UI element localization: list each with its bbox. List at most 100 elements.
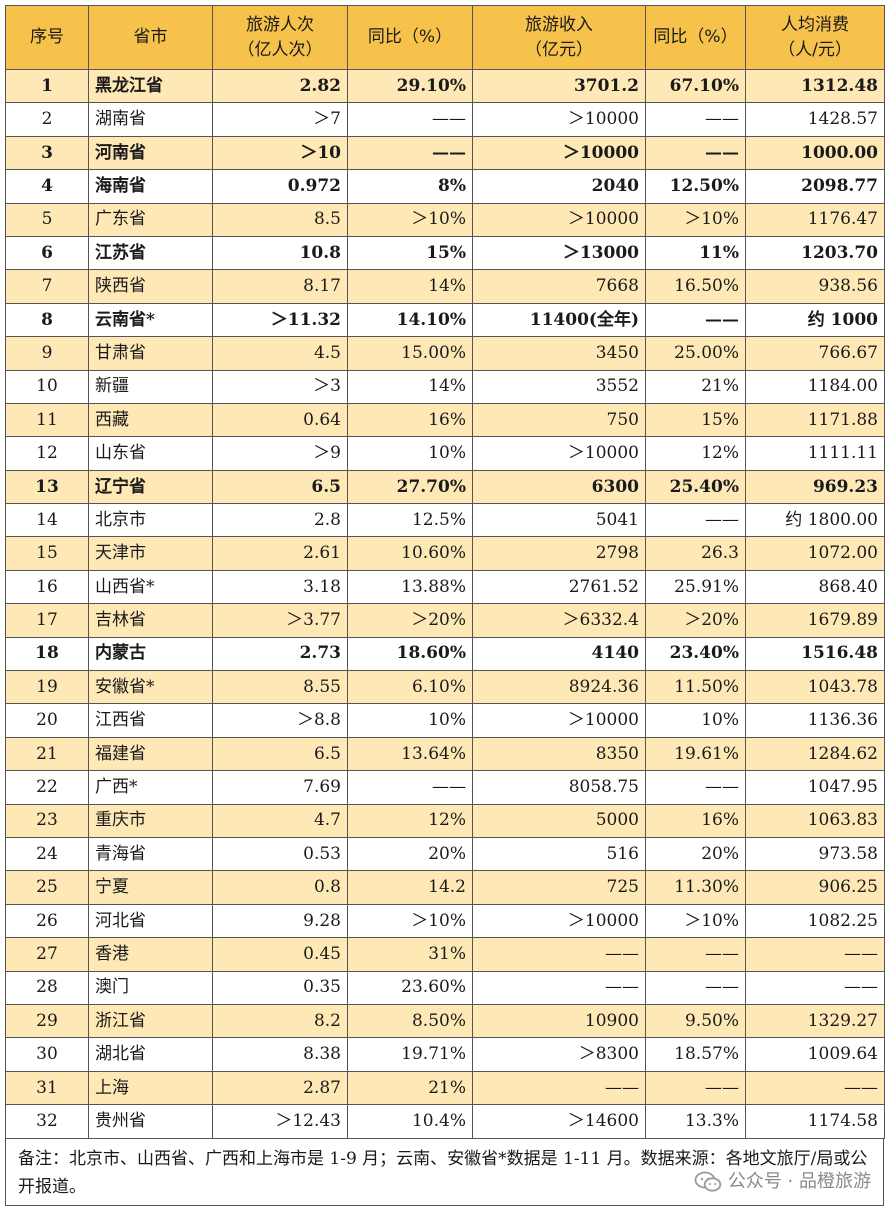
cell-index: 20 xyxy=(5,703,89,738)
cell-revenue-yoy: 25.91% xyxy=(645,569,746,605)
cell-index: 27 xyxy=(5,937,89,972)
cell-index: 3 xyxy=(5,135,89,171)
cell-per-capita-spend: 1043.78 xyxy=(745,670,885,705)
cell-revenue-yoy: 13.3% xyxy=(645,1104,746,1139)
cell-per-capita-spend: 1047.95 xyxy=(745,770,885,805)
cell-visitors: 2.82 xyxy=(212,68,348,104)
table-row: 7 陕西省 8.17 14% 7668 16.50% 938.56 xyxy=(5,269,885,304)
cell-index: 17 xyxy=(5,603,89,638)
cell-per-capita-spend: 938.56 xyxy=(745,269,885,304)
page: 序号 省市 旅游人次 （亿人次） 同比（%） 旅游收入 （亿元） 同比（%） 人均消… xyxy=(5,5,885,1206)
cell-visitors: ＞11.32 xyxy=(212,302,348,338)
cell-revenue: 2761.52 xyxy=(472,569,646,605)
cell-revenue: 5041 xyxy=(472,503,646,538)
table-row: 17 吉林省 ＞3.77 ＞20% ＞6332.4 ＞20% 1679.89 xyxy=(5,603,885,638)
cell-per-capita-spend: 906.25 xyxy=(745,870,885,905)
cell-per-capita-spend: 1516.48 xyxy=(745,636,885,672)
cell-revenue: 6300 xyxy=(472,469,646,505)
cell-revenue-yoy: 67.10% xyxy=(645,68,746,104)
cell-index: 25 xyxy=(5,870,89,905)
cell-visitors: ＞10 xyxy=(212,135,348,171)
cell-per-capita-spend: 1329.27 xyxy=(745,1003,885,1039)
cell-visitors: 2.73 xyxy=(212,636,348,672)
cell-visitors: 2.87 xyxy=(212,1070,348,1106)
cell-revenue: ＞13000 xyxy=(472,235,646,271)
cell-revenue: 2040 xyxy=(472,169,646,204)
table-row: 31 上海 2.87 21% —— —— —— xyxy=(5,1070,885,1106)
cell-visitors-yoy: 29.10% xyxy=(347,68,473,104)
cell-visitors: 6.5 xyxy=(212,469,348,505)
cell-visitors: 0.45 xyxy=(212,937,348,972)
cell-revenue: 8058.75 xyxy=(472,770,646,805)
cell-province: 湖北省 xyxy=(88,1037,213,1072)
cell-visitors-yoy: —— xyxy=(347,135,473,171)
cell-province: 云南省* xyxy=(88,302,213,338)
cell-revenue: —— xyxy=(472,937,646,972)
cell-index: 11 xyxy=(5,402,89,438)
cell-province: 广东省 xyxy=(88,202,213,237)
cell-visitors-yoy: 16% xyxy=(347,402,473,438)
cell-revenue-yoy: 16% xyxy=(645,803,746,838)
cell-index: 8 xyxy=(5,302,89,338)
cell-per-capita-spend: 1203.70 xyxy=(745,235,885,271)
cell-revenue-yoy: 11.30% xyxy=(645,870,746,905)
cell-visitors-yoy: 12% xyxy=(347,803,473,838)
cell-visitors: 0.64 xyxy=(212,402,348,438)
cell-revenue: ＞14600 xyxy=(472,1104,646,1139)
footnote: 备注：北京市、山西省、广西和上海市是 1-9 月；云南、安徽省*数据是 1-11… xyxy=(5,1138,884,1206)
table-row: 18 内蒙古 2.73 18.60% 4140 23.40% 1516.48 xyxy=(5,636,885,672)
cell-index: 13 xyxy=(5,469,89,505)
cell-revenue-yoy: 12% xyxy=(645,436,746,471)
cell-province: 福建省 xyxy=(88,736,213,772)
cell-visitors-yoy: 15.00% xyxy=(347,336,473,371)
cell-visitors: 8.38 xyxy=(212,1037,348,1072)
cell-visitors-yoy: 8.50% xyxy=(347,1003,473,1039)
cell-index: 32 xyxy=(5,1104,89,1139)
cell-visitors: 0.8 xyxy=(212,870,348,905)
cell-revenue: 5000 xyxy=(472,803,646,838)
cell-province: 山西省* xyxy=(88,569,213,605)
cell-revenue: 8350 xyxy=(472,736,646,772)
cell-revenue: 3701.2 xyxy=(472,68,646,104)
cell-province: 澳门 xyxy=(88,970,213,1005)
cell-index: 26 xyxy=(5,903,89,939)
watermark: 公众号 · 品橙旅游 xyxy=(694,1167,871,1197)
cell-index: 24 xyxy=(5,836,89,872)
cell-visitors-yoy: 14.2 xyxy=(347,870,473,905)
table-row: 24 青海省 0.53 20% 516 20% 973.58 xyxy=(5,836,885,872)
cell-revenue-yoy: ＞10% xyxy=(645,903,746,939)
cell-province: 山东省 xyxy=(88,436,213,471)
wechat-icon xyxy=(694,1171,722,1192)
cell-revenue: ＞10000 xyxy=(472,436,646,471)
cell-province: 广西* xyxy=(88,770,213,805)
table-row: 15 天津市 2.61 10.60% 2798 26.3 1072.00 xyxy=(5,536,885,571)
cell-visitors: 4.7 xyxy=(212,803,348,838)
cell-visitors: 6.5 xyxy=(212,736,348,772)
cell-province: 贵州省 xyxy=(88,1104,213,1139)
cell-province: 北京市 xyxy=(88,503,213,538)
cell-revenue-yoy: ＞20% xyxy=(645,603,746,638)
cell-per-capita-spend: 1679.89 xyxy=(745,603,885,638)
cell-visitors-yoy: 15% xyxy=(347,235,473,271)
cell-province: 海南省 xyxy=(88,169,213,204)
cell-province: 浙江省 xyxy=(88,1003,213,1039)
cell-index: 2 xyxy=(5,102,89,137)
cell-visitors-yoy: —— xyxy=(347,770,473,805)
cell-revenue: ＞8300 xyxy=(472,1037,646,1072)
cell-per-capita-spend: 1136.36 xyxy=(745,703,885,738)
cell-per-capita-spend: 1284.62 xyxy=(745,736,885,772)
cell-visitors: ＞3 xyxy=(212,369,348,404)
cell-province: 内蒙古 xyxy=(88,636,213,672)
cell-visitors-yoy: 10.60% xyxy=(347,536,473,571)
cell-visitors-yoy: 14% xyxy=(347,369,473,404)
cell-visitors: 7.69 xyxy=(212,770,348,805)
cell-per-capita-spend: 1063.83 xyxy=(745,803,885,838)
cell-visitors: 8.55 xyxy=(212,670,348,705)
cell-index: 15 xyxy=(5,536,89,571)
cell-visitors-yoy: 10.4% xyxy=(347,1104,473,1139)
cell-province: 湖南省 xyxy=(88,102,213,137)
cell-revenue: 750 xyxy=(472,402,646,438)
cell-revenue-yoy: 20% xyxy=(645,836,746,872)
cell-revenue-yoy: 25.40% xyxy=(645,469,746,505)
cell-revenue: 516 xyxy=(472,836,646,872)
